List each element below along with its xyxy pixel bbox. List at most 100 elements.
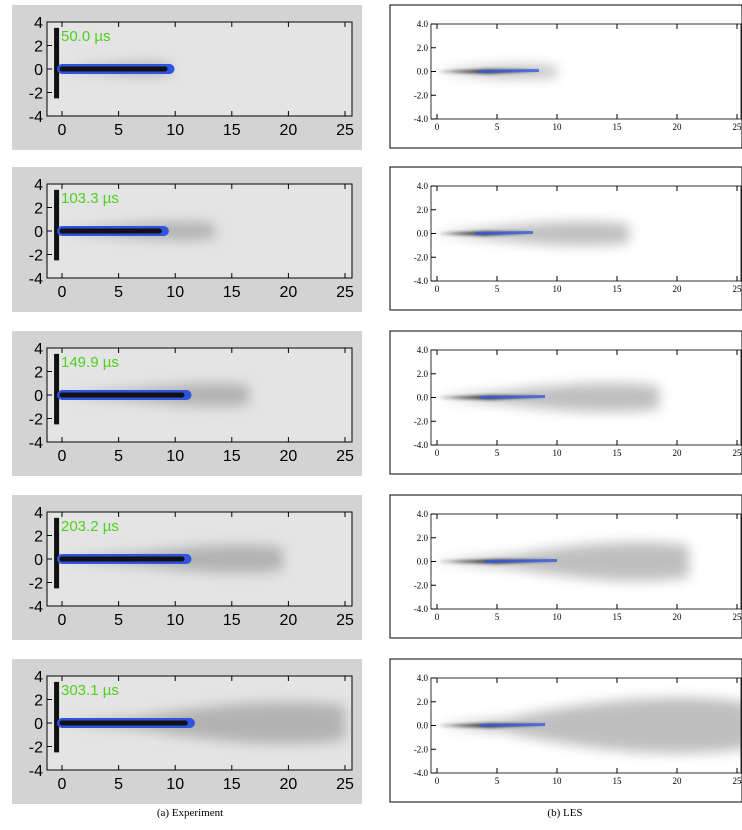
time-label: 203.2 µs xyxy=(61,518,119,535)
y-tick-label: -2 xyxy=(29,412,43,429)
x-tick-label: 5 xyxy=(114,612,123,629)
x-tick-label: 10 xyxy=(166,612,184,629)
x-tick-label: 10 xyxy=(553,122,563,132)
x-tick-label: 15 xyxy=(223,284,241,301)
y-tick-label: 4.0 xyxy=(417,345,429,355)
jet-image xyxy=(54,27,175,99)
x-tick-label: 20 xyxy=(280,122,298,139)
y-tick-label: -4.0 xyxy=(414,604,429,614)
x-tick-label: 10 xyxy=(166,776,184,793)
time-label: 103.3 µs xyxy=(61,190,119,207)
liquid-core-outline xyxy=(480,395,546,399)
x-tick-label: 10 xyxy=(553,448,563,458)
y-tick-label: -4 xyxy=(29,435,43,452)
x-tick-label: 25 xyxy=(733,612,742,622)
y-tick-label: 4 xyxy=(34,505,43,522)
x-tick-label: 0 xyxy=(58,612,67,629)
x-tick-label: 5 xyxy=(495,612,500,622)
y-tick-label: -4.0 xyxy=(414,114,429,124)
x-tick-label: 0 xyxy=(58,448,67,465)
x-tick-label: 0 xyxy=(58,284,67,301)
caption: (a) Experiment xyxy=(157,807,223,819)
y-tick-label: 2 xyxy=(34,39,43,56)
x-tick-label: 20 xyxy=(673,284,683,294)
y-tick-label: -4 xyxy=(29,599,43,616)
x-tick-label: 0 xyxy=(435,776,440,786)
x-tick-label: 15 xyxy=(613,776,623,786)
jet-image xyxy=(437,65,557,78)
x-tick-label: 5 xyxy=(495,284,500,294)
y-tick-label: -2.0 xyxy=(414,416,429,426)
x-tick-label: 5 xyxy=(495,776,500,786)
x-tick-label: 5 xyxy=(114,448,123,465)
time-label: 50.0 µs xyxy=(61,28,111,45)
x-tick-label: 0 xyxy=(435,448,440,458)
nozzle xyxy=(54,681,60,753)
y-tick-label: -4.0 xyxy=(414,440,429,450)
x-tick-label: 0 xyxy=(58,122,67,139)
liquid-core-outline xyxy=(484,559,558,563)
y-tick-label: 0.0 xyxy=(417,393,429,403)
y-tick-label: 0 xyxy=(34,388,43,405)
y-tick-label: 2 xyxy=(34,201,43,218)
x-tick-label: 20 xyxy=(280,776,298,793)
y-tick-label: -2.0 xyxy=(414,744,429,754)
y-tick-label: -2.0 xyxy=(414,90,429,100)
x-tick-label: 20 xyxy=(280,284,298,301)
liquid-core-outline xyxy=(477,69,540,73)
x-tick-label: 5 xyxy=(495,122,500,132)
y-tick-label: 4 xyxy=(34,341,43,358)
x-tick-label: 15 xyxy=(223,448,241,465)
x-tick-label: 25 xyxy=(336,776,354,793)
caption: (b) LES xyxy=(547,807,582,819)
x-tick-label: 20 xyxy=(673,776,683,786)
y-tick-label: 2.0 xyxy=(417,369,429,379)
y-tick-label: 2 xyxy=(34,365,43,382)
y-tick-label: 4.0 xyxy=(417,673,429,683)
jet-image xyxy=(437,383,659,412)
time-label: 303.1 µs xyxy=(61,682,119,699)
y-tick-label: -2 xyxy=(29,740,43,757)
nozzle xyxy=(54,189,60,261)
x-tick-label: 25 xyxy=(733,776,742,786)
y-tick-label: 2.0 xyxy=(417,533,429,543)
jet-image xyxy=(54,681,345,753)
x-tick-label: 0 xyxy=(435,612,440,622)
panel: 0 5 10 15 20 25 4.0 2.0 0.0 -2.0 -4.0 xyxy=(389,4,742,149)
spray-cloud xyxy=(437,542,689,581)
x-tick-label: 10 xyxy=(553,284,563,294)
liquid-core-outline xyxy=(475,231,534,235)
spray-cloud xyxy=(437,383,659,412)
nozzle xyxy=(54,353,60,425)
liquid-core-outline xyxy=(480,723,546,727)
panel: 0 5 10 15 20 25 4.0 2.0 0.0 -2.0 -4.0 xyxy=(389,658,742,803)
y-tick-label: 0.0 xyxy=(417,557,429,567)
x-tick-label: 15 xyxy=(223,776,241,793)
y-tick-label: -4 xyxy=(29,271,43,288)
x-tick-label: 5 xyxy=(114,122,123,139)
time-label: 149.9 µs xyxy=(61,354,119,371)
y-tick-label: 4 xyxy=(34,177,43,194)
panel: 0 5 10 15 20 25 4.0 2.0 0.0 -2.0 -4.0 xyxy=(389,330,742,475)
x-tick-label: 25 xyxy=(336,284,354,301)
y-tick-label: 0 xyxy=(34,716,43,733)
x-tick-label: 5 xyxy=(495,448,500,458)
y-tick-label: 2 xyxy=(34,693,43,710)
y-tick-label: -4 xyxy=(29,109,43,126)
x-tick-label: 20 xyxy=(673,612,683,622)
y-tick-label: -4.0 xyxy=(414,768,429,778)
x-tick-label: 20 xyxy=(673,122,683,132)
x-tick-label: 20 xyxy=(280,612,298,629)
x-tick-label: 20 xyxy=(280,448,298,465)
y-tick-label: 0.0 xyxy=(417,229,429,239)
y-tick-label: 2.0 xyxy=(417,205,429,215)
y-tick-label: 4.0 xyxy=(417,19,429,29)
y-tick-label: -2.0 xyxy=(414,252,429,262)
x-tick-label: 10 xyxy=(166,284,184,301)
x-tick-label: 10 xyxy=(166,448,184,465)
